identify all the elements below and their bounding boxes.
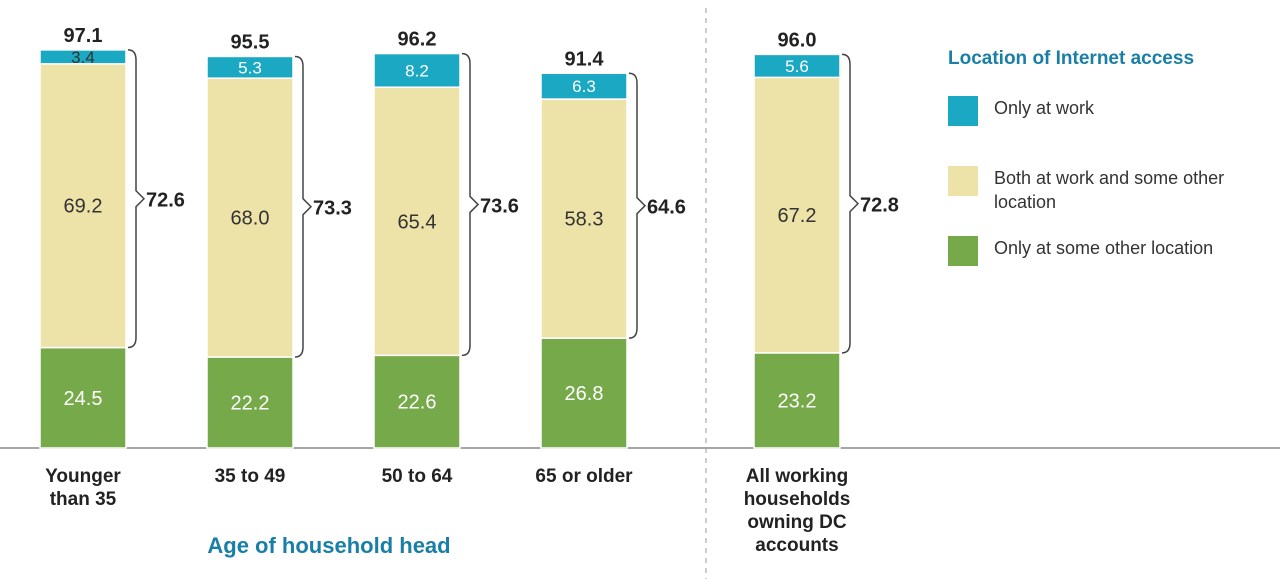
value-label-green-0: 24.5: [64, 388, 103, 410]
category-label-0-0: Younger: [45, 466, 121, 487]
x-axis-title: Age of household head: [207, 533, 450, 558]
bar-segment-green-1: [206, 356, 294, 449]
value-label-blue-0: 3.4: [71, 48, 95, 67]
category-label-1-0: 35 to 49: [215, 466, 286, 487]
value-label-green-4: 23.2: [778, 390, 817, 412]
bar-segment-yellow-3: [540, 98, 628, 339]
legend-label-other-location: Only at some other location: [994, 238, 1214, 258]
value-label-yellow-2: 65.4: [398, 211, 437, 233]
value-label-blue-1: 5.3: [238, 58, 262, 77]
bracket-total-0: 72.6: [146, 190, 185, 212]
bar-segment-yellow-0: [39, 63, 127, 349]
legend-item-both: Both at work and some other location: [948, 166, 1268, 226]
value-label-blue-2: 8.2: [405, 61, 429, 80]
value-label-green-3: 26.8: [565, 383, 604, 405]
value-label-blue-3: 6.3: [572, 77, 596, 96]
bar-segment-green-4: [753, 352, 841, 449]
legend: Location of Internet access Only at work…: [948, 48, 1268, 306]
bracket-1: [294, 55, 313, 358]
bracket-total-1: 73.3: [313, 198, 352, 220]
bracket-total-2: 73.6: [480, 195, 519, 217]
legend-label-both: Both at work and some other location: [994, 168, 1225, 212]
legend-item-other-location: Only at some other location: [948, 236, 1268, 296]
total-label-0: 97.1: [64, 25, 103, 47]
bracket-4: [841, 53, 860, 354]
category-label-4-1: households: [744, 489, 851, 510]
legend-label-only-at-work: Only at work: [994, 98, 1095, 118]
bar-segment-blue-3: [540, 72, 628, 100]
total-label-4: 96.0: [778, 29, 817, 51]
bar-segment-blue-0: [39, 49, 127, 65]
category-label-0-1: than 35: [50, 489, 117, 510]
legend-swatch-both: [948, 166, 978, 196]
total-label-3: 91.4: [565, 48, 605, 70]
category-label-3-0: 65 or older: [535, 466, 633, 487]
category-label-4-3: accounts: [755, 535, 838, 556]
bracket-0: [127, 49, 146, 349]
bar-segment-green-0: [39, 346, 127, 449]
bracket-2: [461, 52, 480, 357]
total-label-2: 96.2: [398, 29, 437, 51]
bar-segment-blue-1: [206, 55, 294, 79]
bar-segment-green-3: [540, 337, 628, 449]
bracket-total-3: 64.6: [647, 197, 686, 219]
value-label-yellow-0: 69.2: [64, 196, 103, 218]
category-label-4-0: All working: [746, 466, 848, 487]
bracket-total-4: 72.8: [860, 195, 899, 217]
value-label-yellow-4: 67.2: [778, 205, 817, 227]
legend-item-only-at-work: Only at work: [948, 96, 1268, 156]
bar-segment-blue-2: [373, 52, 461, 88]
value-label-blue-4: 5.6: [785, 57, 809, 76]
legend-swatch-other-location: [948, 236, 978, 266]
value-label-green-2: 22.6: [398, 392, 437, 414]
value-label-yellow-1: 68.0: [231, 208, 270, 230]
bracket-3: [628, 72, 647, 339]
category-label-2-0: 50 to 64: [382, 466, 453, 487]
category-label-4-2: owning DC: [747, 512, 846, 533]
legend-swatch-only-at-work: [948, 96, 978, 126]
value-label-yellow-3: 58.3: [565, 209, 604, 231]
bar-segment-blue-4: [753, 53, 841, 79]
bar-segment-yellow-4: [753, 76, 841, 354]
value-label-green-1: 22.2: [231, 392, 270, 414]
total-label-1: 95.5: [231, 31, 270, 53]
legend-title: Location of Internet access: [948, 48, 1195, 69]
bar-segment-green-2: [373, 354, 461, 449]
